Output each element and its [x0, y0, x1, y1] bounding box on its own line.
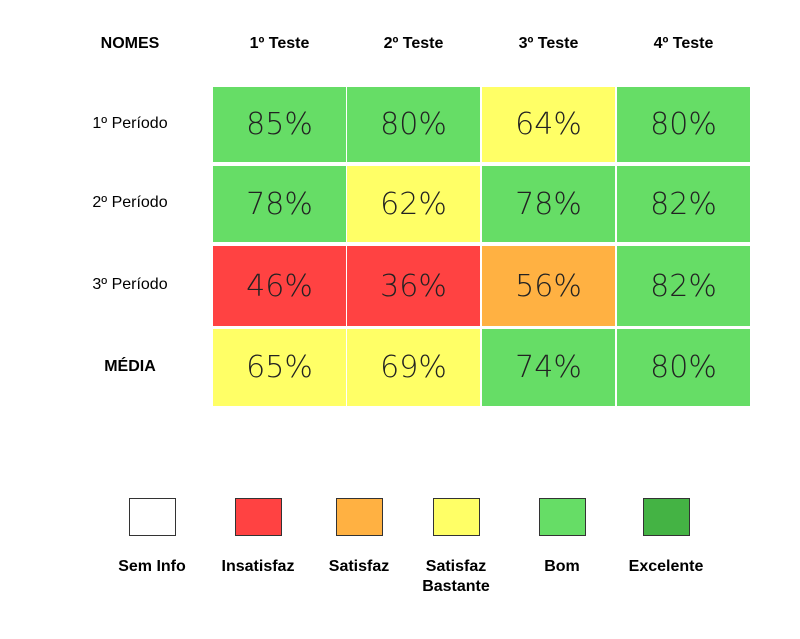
heatmap-cell: 36%: [347, 246, 480, 326]
heatmap-cell: 82%: [617, 166, 750, 242]
heatmap-cell: 65%: [213, 329, 346, 406]
column-header: 1º Teste: [249, 35, 310, 52]
column-header: 3º Teste: [518, 35, 579, 52]
legend-label: Insatisfaz: [221, 558, 295, 575]
heatmap-cell: 78%: [213, 166, 346, 242]
row-header: MÉDIA: [104, 357, 156, 375]
legend-label: Satisfaz Bastante: [422, 558, 490, 595]
legend-swatch: [643, 498, 690, 536]
row-header: 1º Período: [92, 114, 168, 132]
heatmap-cell: 64%: [482, 87, 615, 162]
legend-label: Bom: [544, 558, 580, 575]
legend-swatch: [433, 498, 480, 536]
heatmap-cell: 80%: [347, 87, 480, 162]
heatmap-cell: 46%: [213, 246, 346, 326]
legend-label: Excelente: [628, 558, 704, 575]
heatmap-cell: 80%: [617, 87, 750, 162]
heatmap-cell: 74%: [482, 329, 615, 406]
corner-header: NOMES: [100, 35, 160, 52]
legend-swatch: [539, 498, 586, 536]
heatmap-cell: 69%: [347, 329, 480, 406]
legend-swatch: [336, 498, 383, 536]
legend-swatch: [129, 498, 176, 536]
heatmap-cell: 62%: [347, 166, 480, 242]
heatmap-cell: 56%: [482, 246, 615, 326]
legend-label: Sem Info: [118, 558, 186, 575]
row-header: 3º Período: [92, 276, 168, 293]
legend-label: Satisfaz: [328, 558, 390, 575]
column-header: 4º Teste: [653, 35, 714, 52]
row-header: 2º Período: [92, 194, 168, 211]
heatmap-cell: 85%: [213, 87, 346, 162]
heatmap-cell: 78%: [482, 166, 615, 242]
column-header: 2º Teste: [383, 35, 444, 52]
heatmap-cell: 80%: [617, 329, 750, 406]
heatmap-cell: 82%: [617, 246, 750, 326]
legend-swatch: [235, 498, 282, 536]
